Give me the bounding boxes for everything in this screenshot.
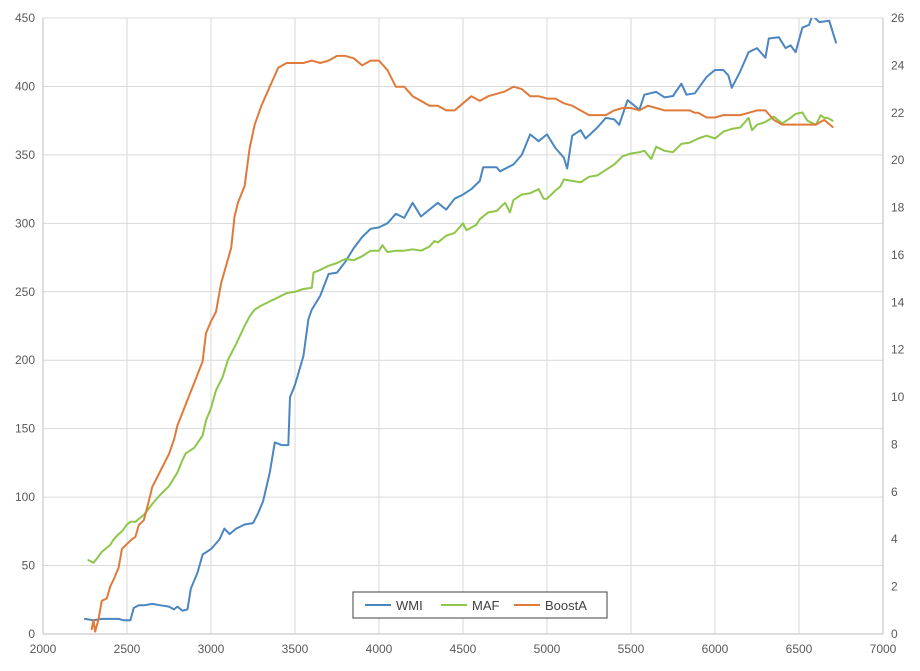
series-lines <box>84 18 837 633</box>
x-tick-label: 2000 <box>30 642 57 656</box>
y2-tick-label: 24 <box>891 58 905 72</box>
y-tick-label: 250 <box>15 285 35 299</box>
y2-tick-label: 10 <box>891 390 905 404</box>
x-tick-label: 6000 <box>702 642 729 656</box>
y-tick-label: 100 <box>15 490 35 504</box>
x-tick-label: 5500 <box>618 642 645 656</box>
y2-tick-label: 4 <box>891 532 898 546</box>
x-tick-label: 4500 <box>450 642 477 656</box>
y2-tick-label: 18 <box>891 201 905 215</box>
y-tick-label: 350 <box>15 148 35 162</box>
y2-tick-label: 26 <box>891 11 905 25</box>
legend-box <box>352 591 608 619</box>
y-tick-label: 300 <box>15 216 35 230</box>
axes <box>42 18 884 635</box>
x-tick-label: 5000 <box>534 642 561 656</box>
x-tick-label: 2500 <box>114 642 141 656</box>
y-tick-label: 200 <box>15 353 35 367</box>
y-tick-label: 150 <box>15 422 35 436</box>
y2-tick-label: 0 <box>891 627 898 641</box>
legend-label-boosta: BoostA <box>545 598 587 613</box>
y-tick-label: 0 <box>28 627 35 641</box>
y2-tick-label: 16 <box>891 248 905 262</box>
legend-label-maf: MAF <box>472 598 500 613</box>
legend: WMI MAF BoostA <box>352 591 608 619</box>
y-tick-label: 450 <box>15 11 35 25</box>
series-line-maf <box>87 111 834 564</box>
x-tick-label: 7000 <box>870 642 897 656</box>
series-line-boosta <box>90 54 834 633</box>
x-tick-label: 3500 <box>282 642 309 656</box>
legend-label-wmi: WMI <box>396 598 423 613</box>
x-tick-label: 6500 <box>786 642 813 656</box>
y-tick-label: 400 <box>15 79 35 93</box>
y2-tick-label: 12 <box>891 343 905 357</box>
x-tick-label: 4000 <box>366 642 393 656</box>
y2-tick-label: 20 <box>891 153 905 167</box>
y2-tick-label: 2 <box>891 580 898 594</box>
y2-tick-label: 6 <box>891 485 898 499</box>
y-tick-label: 50 <box>22 559 36 573</box>
series-line-wmi <box>84 18 837 622</box>
y2-tick-label: 8 <box>891 437 898 451</box>
x-tick-label: 3000 <box>198 642 225 656</box>
y2-tick-label: 22 <box>891 106 905 120</box>
y2-tick-label: 14 <box>891 295 905 309</box>
